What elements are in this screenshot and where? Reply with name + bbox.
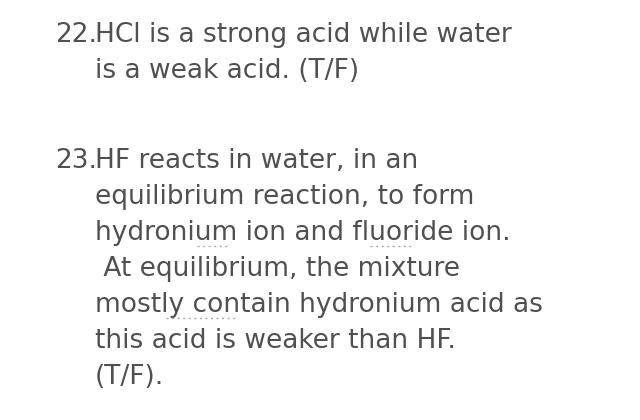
Text: (T/F).: (T/F). (95, 364, 164, 390)
Text: mostly contain hydronium acid as: mostly contain hydronium acid as (95, 292, 543, 318)
Text: hydronium ion and fluoride ion.: hydronium ion and fluoride ion. (95, 220, 511, 246)
Text: equilibrium reaction, to form: equilibrium reaction, to form (95, 184, 474, 210)
Text: this acid is weaker than HF.: this acid is weaker than HF. (95, 328, 456, 354)
Text: 22.: 22. (55, 22, 97, 48)
Text: is a weak acid. (T/F): is a weak acid. (T/F) (95, 58, 359, 84)
Text: HCl is a strong acid while water: HCl is a strong acid while water (95, 22, 512, 48)
Text: HF reacts in water, in an: HF reacts in water, in an (95, 148, 419, 174)
Text: At equilibrium, the mixture: At equilibrium, the mixture (95, 256, 460, 282)
Text: 23.: 23. (55, 148, 97, 174)
